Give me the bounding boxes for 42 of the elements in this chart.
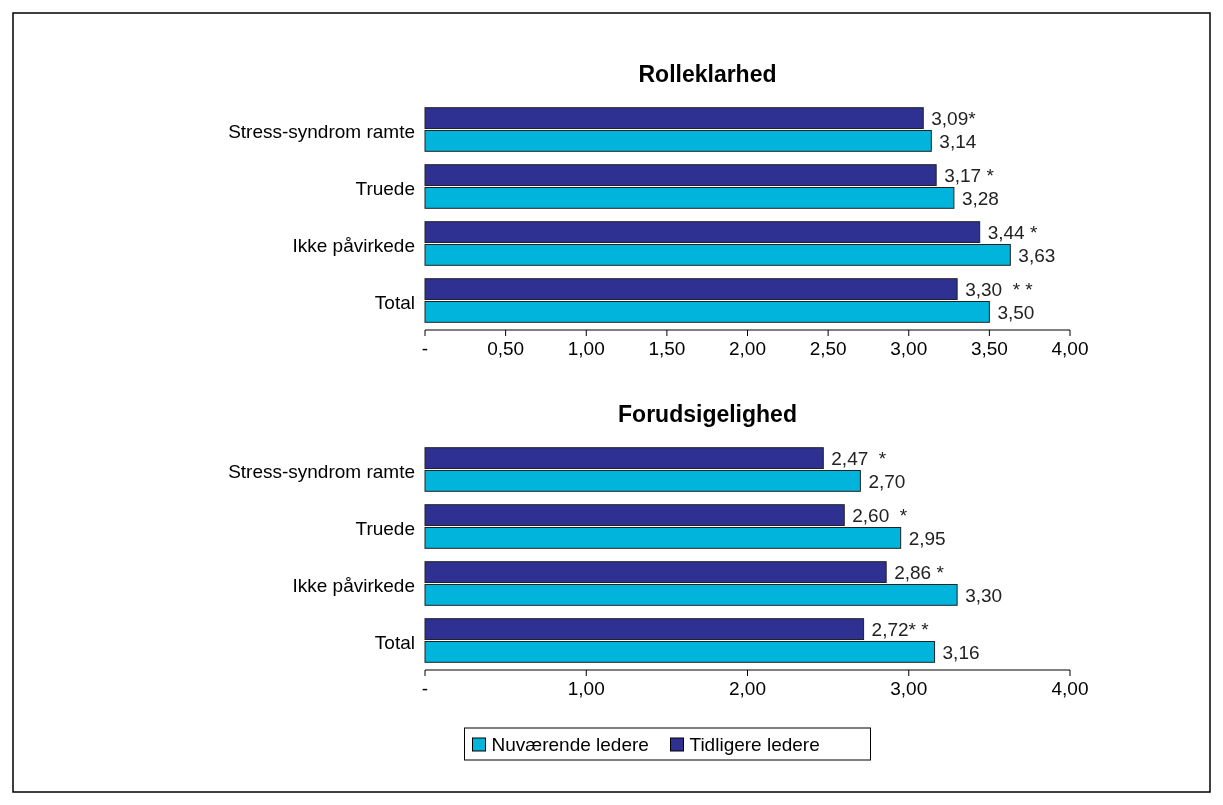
x-tick-label: 3,00: [890, 338, 928, 359]
data-label: 2,95: [908, 527, 946, 549]
data-label: 3,14: [939, 130, 977, 152]
data-label: 3,50: [997, 301, 1035, 323]
data-label: 3,09*: [931, 108, 977, 130]
chart-title: Rolleklarhed: [638, 61, 777, 87]
chart-title: Forudsigelighed: [618, 401, 797, 427]
y-tick-label: Ikke påvirkede: [292, 234, 415, 256]
y-tick-label: Stress-syndrom ramte: [228, 460, 415, 482]
data-label: 2,86 *: [894, 562, 945, 584]
x-tick-label: -: [421, 338, 429, 359]
data-label: 2,70: [868, 470, 906, 492]
data-label: 3,28: [961, 187, 999, 209]
x-tick-label: 0,50: [487, 338, 525, 359]
x-tick-label: 4,00: [1051, 678, 1089, 699]
data-label: 3,16: [942, 641, 980, 663]
y-tick-label: Total: [374, 631, 415, 653]
x-tick-label: 1,00: [567, 678, 605, 699]
x-tick-label: 2,00: [729, 338, 766, 359]
legend-label: Nuværende ledere: [491, 734, 649, 755]
x-tick-label: 1,50: [648, 338, 686, 359]
data-label: 3,17 *: [944, 165, 995, 187]
y-tick-label: Truede: [355, 517, 415, 539]
x-tick-label: 2,00: [729, 678, 766, 699]
legend-label: Tidligere ledere: [689, 734, 820, 755]
data-label: 3,30 * *: [965, 279, 1034, 301]
y-tick-label: Stress-syndrom ramte: [228, 120, 415, 142]
y-tick-label: Total: [374, 291, 415, 313]
data-label: 2,72* *: [871, 619, 930, 641]
data-label: 3,44 *: [987, 222, 1038, 244]
data-label: 3,63: [1018, 244, 1056, 266]
y-tick-label: Truede: [355, 177, 415, 199]
data-label: 2,47 *: [831, 448, 887, 470]
x-tick-label: -: [421, 678, 429, 699]
x-tick-label: 3,50: [970, 338, 1008, 359]
x-tick-label: 2,50: [809, 338, 847, 359]
y-tick-label: Ikke påvirkede: [292, 574, 415, 596]
data-label: 3,30: [965, 584, 1003, 606]
x-tick-label: 1,00: [567, 338, 605, 359]
data-label: 2,60 *: [852, 505, 908, 527]
x-tick-label: 4,00: [1051, 338, 1089, 359]
x-tick-label: 3,00: [890, 678, 928, 699]
